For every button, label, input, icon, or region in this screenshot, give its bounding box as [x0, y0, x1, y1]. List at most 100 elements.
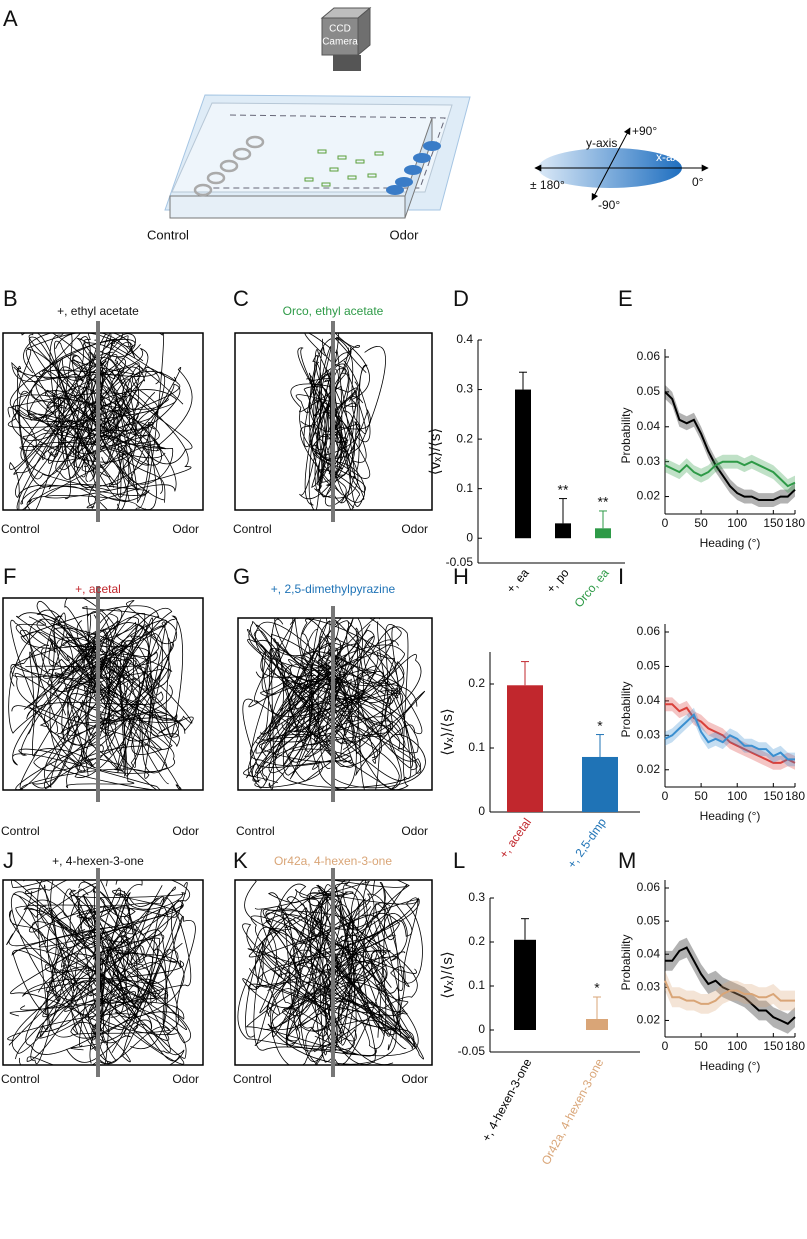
panel-letter: K [233, 848, 248, 873]
track [11, 880, 163, 1001]
track [89, 916, 196, 1044]
track [86, 905, 178, 1029]
y-axis-label: y-axis [586, 136, 617, 150]
x-tick-label: 50 [694, 516, 708, 530]
y-tick-label: 0.1 [468, 978, 485, 992]
track [255, 621, 346, 711]
y-axis-label: Probability [619, 407, 633, 463]
y-tick-label: 0.05 [637, 913, 661, 927]
trajectory-title: +, ethyl acetate [57, 304, 139, 318]
track [267, 667, 392, 759]
x-tick-label: 150 [763, 1039, 783, 1053]
y-axis-label: ⟨vₓ⟩/⟨s⟩ [439, 951, 456, 999]
track [78, 357, 134, 479]
x-tick-label: +, 2,5-dmp [564, 815, 609, 871]
pm180-label: ± 180° [530, 178, 565, 192]
series-line [664, 391, 796, 501]
track [262, 880, 398, 1036]
track [26, 407, 157, 510]
track [59, 931, 139, 1010]
track [70, 905, 179, 1051]
track [56, 620, 169, 737]
track [28, 651, 165, 772]
track [282, 899, 387, 1037]
track [15, 661, 154, 790]
track [317, 620, 353, 769]
error-band [665, 707, 795, 767]
panel-letter: M [618, 848, 636, 873]
y-tick-label: 0.06 [637, 880, 661, 894]
track [267, 884, 397, 1065]
panel-letter: E [618, 286, 633, 311]
y-tick-label: 0.02 [637, 489, 661, 503]
track [14, 672, 182, 790]
odor-label: Odor [401, 1072, 428, 1086]
tracks [8, 598, 194, 790]
track [83, 366, 159, 469]
tracks [6, 880, 196, 1065]
trajectory-title: +, acetal [75, 582, 121, 596]
track [90, 886, 176, 1065]
track [244, 880, 408, 1026]
track [330, 881, 413, 1038]
trajectory-title: Orco, ethyl acetate [283, 304, 384, 318]
track [9, 891, 164, 1017]
track [274, 629, 421, 788]
track [23, 333, 136, 439]
track [243, 690, 426, 784]
track [290, 345, 386, 459]
significance: ** [598, 494, 609, 510]
y-axis-label: ⟨vₓ⟩/⟨s⟩ [439, 708, 456, 756]
track [64, 624, 178, 721]
bar [555, 523, 571, 539]
y-tick-label: 0.05 [637, 384, 661, 398]
track [83, 342, 184, 446]
y-tick-label: 0 [466, 530, 473, 544]
track [7, 333, 116, 451]
panel-letter: A [3, 6, 18, 31]
track [282, 620, 393, 766]
y-tick-label: 0.04 [637, 693, 661, 707]
panel-letter: D [453, 286, 469, 311]
series-line [664, 980, 795, 1005]
track [51, 606, 177, 666]
track [270, 654, 406, 750]
error-band [665, 970, 795, 1014]
control-label: Control [1, 1072, 40, 1086]
track [26, 617, 164, 719]
track [18, 616, 139, 772]
y-axis-label: ⟨vₓ⟩/⟨s⟩ [427, 428, 444, 476]
x-axis-label: Heading (°) [700, 809, 761, 823]
track [326, 635, 418, 790]
x-tick-label: 150 [763, 516, 783, 530]
odor-label: Odor [401, 824, 428, 838]
control-label: Control [1, 824, 40, 838]
x-tick-label: 50 [694, 1039, 708, 1053]
track [295, 657, 403, 761]
track [117, 367, 193, 510]
x-tick-label: 150 [763, 789, 783, 803]
track [99, 937, 179, 1065]
plus90-label: +90° [632, 124, 657, 138]
y-axis-label: Probability [619, 934, 633, 990]
track [15, 904, 152, 1063]
significance: ** [558, 481, 569, 497]
panel-letter: G [233, 564, 250, 589]
track [19, 921, 185, 1065]
trajectory-title: Or42a, 4-hexen-3-one [274, 854, 392, 868]
y-axis-label: Probability [619, 681, 633, 737]
track [331, 626, 409, 790]
x-axis-label: Heading (°) [700, 1059, 761, 1073]
series-line [665, 703, 796, 764]
y-tick-label: 0.03 [637, 980, 661, 994]
track [323, 895, 405, 1065]
track [242, 903, 345, 1063]
bar [507, 685, 543, 812]
y-tick-label: 0.03 [637, 454, 661, 468]
x-tick-label: 50 [694, 789, 708, 803]
y-tick-label: 0.3 [468, 890, 485, 904]
y-tick-label: 0.02 [637, 1013, 661, 1027]
track [270, 950, 378, 1065]
x-tick-label: +, ea [504, 566, 532, 596]
track [300, 618, 404, 714]
